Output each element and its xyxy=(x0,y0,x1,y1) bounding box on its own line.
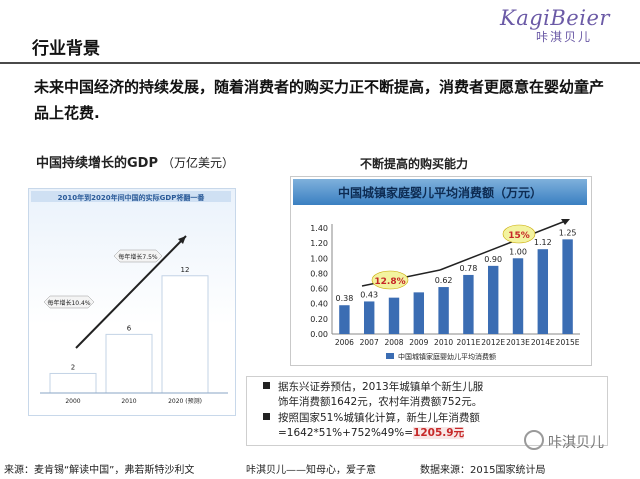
gdp-growth-label-2: 每年增长7.5% xyxy=(113,249,163,263)
note-2-result: 1205.9元 xyxy=(413,427,465,439)
section-title: 行业背景 xyxy=(32,39,100,59)
left-chart-heading: 中国持续增长的GDP （万亿美元） xyxy=(36,152,234,171)
right-chart-heading: 不断提高的购买能力 xyxy=(360,157,469,171)
growth-oval-2-text: 15% xyxy=(508,231,530,241)
consumption-value-label: 1.12 xyxy=(534,238,552,247)
consumption-trend-2 xyxy=(439,219,569,271)
wechat-icon xyxy=(524,430,544,450)
legend-label: 中国城镇家庭婴幼儿平均消费额 xyxy=(398,352,496,361)
consumption-category-label: 2009 xyxy=(409,338,428,347)
gdp-category-label: 2010 xyxy=(121,398,136,405)
footer-data-source: 数据来源：2015国家统计局 xyxy=(420,465,546,476)
consumption-bar xyxy=(562,239,573,334)
logo-wordmark: KagiBeier xyxy=(500,6,610,30)
notes-box: 据东兴证券预估，2013年城镇单个新生儿服 饰年消费额1642元，农村年消费额7… xyxy=(246,376,608,446)
gdp-value-label: 12 xyxy=(181,266,190,274)
y-tick-label: 1.20 xyxy=(310,239,328,248)
bullet-icon xyxy=(263,413,270,420)
note-1: 据东兴证券预估，2013年城镇单个新生儿服 xyxy=(263,380,483,395)
y-tick-label: 0.20 xyxy=(310,315,328,324)
consumption-value-label: 0.62 xyxy=(435,276,453,285)
footer-source: 来源：麦肯锡“解读中国”，弗若斯特沙利文 xyxy=(4,465,195,476)
consumption-category-label: 2010 xyxy=(434,338,453,347)
gdp-chart: 2010年到2020年间中国的实际GDP将翻一番 每年增长10.4% 每年增长7… xyxy=(31,191,231,405)
consumption-value-label: 1.00 xyxy=(509,247,527,256)
consumption-bar xyxy=(363,301,375,334)
consumption-bars xyxy=(339,239,573,334)
left-chart-unit: （万亿美元） xyxy=(162,156,235,170)
bullet-icon xyxy=(263,382,270,389)
consumption-value-label: 0.38 xyxy=(335,294,353,303)
consumption-category-label: 2008 xyxy=(384,338,403,347)
y-tick-label: 0.60 xyxy=(310,285,328,294)
y-tick-label: 0.00 xyxy=(310,330,328,339)
gdp-value-label: 6 xyxy=(127,324,132,332)
note-1-cont: 饰年消费额1642元，农村年消费额752元。 xyxy=(278,396,483,408)
consumption-category-label: 2013E xyxy=(506,338,530,347)
consumption-category-label: 2012E xyxy=(481,338,505,347)
consumption-trend-arrowhead xyxy=(561,219,570,225)
gdp-labels: 2 2000 6 2010 12 2020 (预测) xyxy=(65,266,202,405)
gdp-chart-caption: 2010年到2020年间中国的实际GDP将翻一番 xyxy=(58,193,206,202)
consumption-category-label: 2007 xyxy=(360,338,379,347)
gdp-trend-arrow xyxy=(75,235,187,349)
y-tick-label: 1.40 xyxy=(310,224,328,233)
consumption-labels: 0.38 2006 0.43 2007 2008 2009 0.62 2010 0.78 2011… xyxy=(335,228,580,347)
consumption-value-label: 1.25 xyxy=(559,228,577,237)
consumption-bar xyxy=(463,274,474,334)
consumption-category-label: 2011E xyxy=(456,338,480,347)
wechat-label: 咔淇贝儿 xyxy=(548,435,604,451)
note-2-line-1: 按照国家51%城镇化计算，新生儿年消费额 xyxy=(278,412,480,424)
consumption-category-label: 2006 xyxy=(335,338,354,347)
gdp-chart-banner xyxy=(31,191,231,202)
footer-slogan: 咔淇贝儿——知母心，爱子意 xyxy=(246,465,376,476)
gdp-category-label: 2000 xyxy=(65,398,80,405)
consumption-bar xyxy=(487,265,499,334)
consumption-bar xyxy=(413,292,425,334)
consumption-value-label: 0.43 xyxy=(360,290,378,299)
title-divider xyxy=(0,62,640,64)
gdp-bar xyxy=(49,372,97,394)
gdp-growth-label-1: 每年增长10.4% xyxy=(43,295,95,309)
consumption-bar xyxy=(537,249,549,334)
consumption-value-label: 0.90 xyxy=(484,255,502,264)
consumption-chart-title: 中国城镇家庭婴儿平均消费额（万元） xyxy=(337,186,542,200)
note-2: 按照国家51%城镇化计算，新生儿年消费额 xyxy=(263,411,480,426)
logo-subtitle: 咔淇贝儿 xyxy=(536,30,593,44)
gdp-growth-text-2: 每年增长7.5% xyxy=(118,253,158,261)
gdp-value-label: 2 xyxy=(71,363,75,371)
consumption-chart: 0.00 0.20 0.40 0.60 0.80 1.00 1.20 1.40 0.38 200… xyxy=(310,219,580,361)
consumption-chart-banner xyxy=(293,179,587,205)
consumption-bar xyxy=(339,305,350,334)
left-chart-title: 中国持续增长的GDP xyxy=(36,156,158,171)
consumption-category-label: 2015E xyxy=(556,338,580,347)
gdp-category-label: 2020 (预测) xyxy=(168,397,202,405)
gdp-bar xyxy=(161,275,209,394)
consumption-bar xyxy=(512,258,524,334)
consumption-value-label: 0.78 xyxy=(459,264,477,273)
consumption-bar xyxy=(388,297,400,334)
note-1-line-1: 据东兴证券预估，2013年城镇单个新生儿服 xyxy=(278,381,484,393)
growth-oval-1-text: 12.8% xyxy=(374,277,405,287)
gdp-bar xyxy=(105,333,153,394)
y-tick-label: 0.80 xyxy=(310,269,328,278)
wechat-watermark: 咔淇贝儿 xyxy=(524,430,604,452)
legend-swatch xyxy=(386,353,394,359)
note-2-cont: =1642*51%+752%49%=1205.9元 xyxy=(278,426,465,441)
consumption-category-label: 2014E xyxy=(531,338,555,347)
y-tick-label: 0.40 xyxy=(310,300,328,309)
consumption-bar xyxy=(438,287,449,334)
growth-oval-1 xyxy=(371,270,409,290)
growth-oval-2 xyxy=(502,224,536,244)
headline: 未来中国经济的持续发展，随着消费者的购买力正不断提高，消费者更愿意在婴幼童产品上… xyxy=(34,78,605,122)
gdp-bars xyxy=(49,275,209,394)
y-tick-label: 1.00 xyxy=(310,254,328,263)
gdp-growth-text-1: 每年增长10.4% xyxy=(47,299,90,307)
note-2-formula: =1642*51%+752%49%= xyxy=(278,427,414,439)
gdp-trend-arrowhead xyxy=(178,236,186,244)
